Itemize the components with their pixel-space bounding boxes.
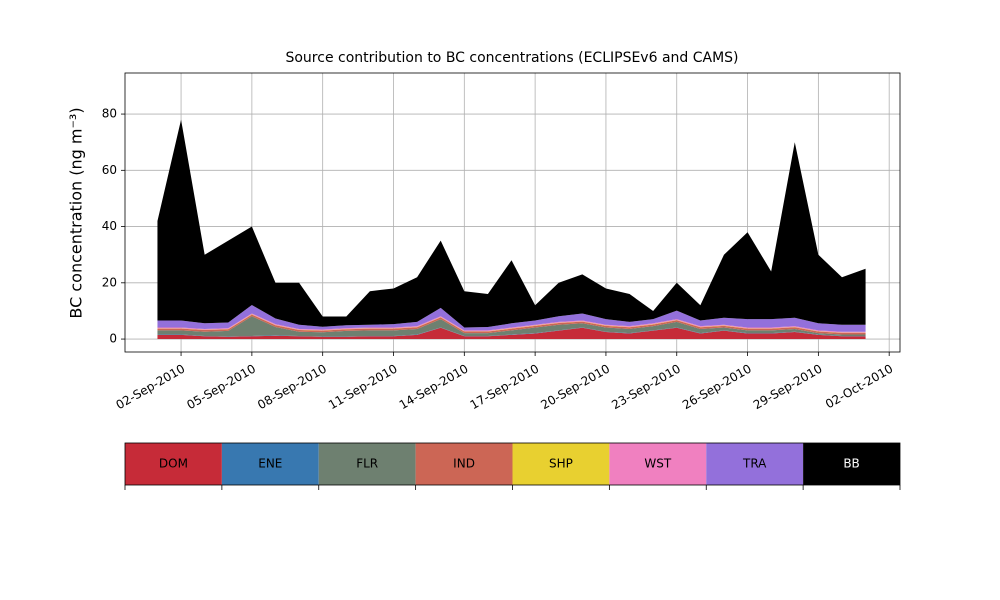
area [157, 327, 866, 340]
y-tick-label: 40 [102, 219, 117, 233]
legend-label: ENE [258, 457, 282, 471]
area [157, 316, 866, 337]
x-tick-label: 14-Sep-2010 [397, 362, 471, 413]
legend-swatch [803, 443, 900, 485]
legend-swatch [415, 443, 513, 485]
x-tick-label: 02-Oct-2010 [823, 362, 895, 412]
x-tick-label: 26-Sep-2010 [680, 362, 754, 413]
legend-label: WST [644, 457, 671, 471]
x-tick-label: 08-Sep-2010 [255, 362, 329, 413]
y-tick-label: 80 [102, 107, 117, 121]
y-tick-label: 20 [102, 275, 117, 289]
legend-swatch [512, 443, 610, 485]
area [157, 305, 866, 332]
legend-swatch [125, 443, 222, 485]
area [157, 119, 866, 328]
legend-swatch [609, 443, 707, 485]
x-tick-label: 20-Sep-2010 [538, 362, 612, 413]
legend-label: TRA [742, 457, 767, 471]
legend-label: BB [843, 457, 859, 471]
legend-swatch [318, 443, 416, 485]
legend-label: SHP [549, 457, 573, 471]
legend-swatch [221, 443, 319, 485]
chart-title: Source contribution to BC concentrations… [285, 50, 738, 66]
x-tick-label: 23-Sep-2010 [609, 362, 683, 413]
plot-frame [124, 72, 901, 353]
legend-label: DOM [159, 457, 188, 471]
x-tick-label: 11-Sep-2010 [326, 362, 400, 413]
x-tick-label: 02-Sep-2010 [114, 362, 188, 413]
y-tick-label: 0 [109, 332, 117, 346]
y-tick-label: 60 [102, 163, 117, 177]
x-tick-label: 05-Sep-2010 [184, 362, 258, 413]
x-tick-label: 29-Sep-2010 [751, 362, 825, 413]
legend-swatch [706, 443, 804, 485]
y-axis-label: BC concentration (ng m⁻³) [67, 107, 86, 318]
legend-label: IND [453, 457, 475, 471]
legend-label: FLR [356, 457, 378, 471]
x-tick-label: 17-Sep-2010 [468, 362, 542, 413]
